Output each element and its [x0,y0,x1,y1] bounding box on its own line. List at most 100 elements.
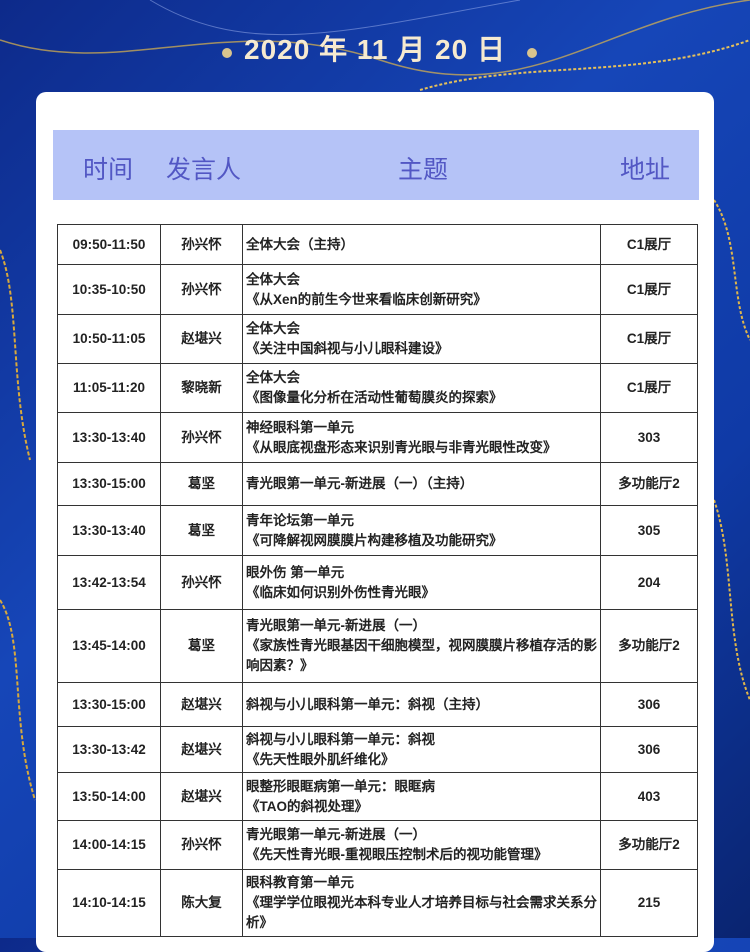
time-cell: 14:10-14:15 [57,869,161,937]
topic-line: 《理学学位眼视光本科专业人才培养目标与社会需求关系分析》 [246,895,597,930]
topic-line: 神经眼科第一单元 [246,419,354,435]
table-row: 13:30-13:40 葛坚 青年论坛第一单元《可降解视网膜膜片构建移植及功能研究》… [57,505,698,556]
topic-line: 斜视与小儿眼科第一单元：斜视 [246,731,435,747]
topic-line: 《关注中国斜视与小儿眼科建设》 [246,341,449,356]
time-cell: 10:35-10:50 [57,264,161,315]
header-time: 时间 [83,156,134,184]
table-row: 13:45-14:00 葛坚 青光眼第一单元-新进展（一） 《家族性青光眼基因干细胞模… [57,609,698,683]
speaker-cell: 赵堪兴 [160,772,243,821]
topic-line: 青光眼第一单元-新进展（一） [246,618,426,633]
time-cell: 13:50-14:00 [57,772,161,821]
topic-cell: 全体大会《从Xen的前生今世来看临床创新研究》 [242,264,601,315]
topic-line: 眼整形眼眶病第一单元：眼眶病 [246,778,435,794]
topic-line: 斜视与小儿眼科第一单元：斜视（主持） [246,696,489,712]
date-title: 2020 年 11 月 20 日 [244,34,506,65]
location-cell: 204 [600,555,698,610]
topic-cell: 全体大会（主持） [242,224,601,265]
time-cell: 09:50-11:50 [57,224,161,265]
topic-cell: 眼科教育第一单元《理学学位眼视光本科专业人才培养目标与社会需求关系分析》 [242,869,601,937]
time-cell: 13:30-13:40 [57,412,161,463]
table-row: 10:50-11:05 赵堪兴 全体大会 《关注中国斜视与小儿眼科建设》 C1展厅 [57,314,698,364]
speaker-cell: 葛坚 [160,505,243,556]
topic-cell: 青光眼第一单元-新进展（一） 《家族性青光眼基因干细胞模型，视网膜膜片移植存活的影… [242,609,601,683]
table-row: 09:50-11:50 孙兴怀 全体大会（主持） C1展厅 [57,224,698,265]
topic-line: 青光眼第一单元-新进展（一）（主持） [246,476,474,491]
topic-line: 《从眼底视盘形态来识别青光眼与非青光眼性改变》 [246,439,557,455]
time-cell: 13:45-14:00 [57,609,161,683]
speaker-cell: 陈大复 [160,869,243,937]
location-cell: 306 [600,726,698,773]
header-topic: 主题 [398,156,449,184]
time-cell: 14:00-14:15 [57,820,161,870]
topic-line: 《TAO的斜视处理》 [246,798,368,814]
location-cell: C1展厅 [600,363,698,413]
topic-cell: 青光眼第一单元-新进展（一）（主持） [242,462,601,506]
location-cell: 403 [600,772,698,821]
table-row: 11:05-11:20 黎晓新 全体大会 《图像量化分析在活动性葡萄膜炎的探索》 C1展… [57,363,698,413]
schedule-card: 时间 发言人 主题 地址 09:50-11:50 孙兴怀 全体大会（主持） C1展厅 1… [36,92,714,952]
topic-cell: 斜视与小儿眼科第一单元：斜视 《先天性眼外肌纤维化》 [242,726,601,773]
table-row: 13:30-15:00 葛坚 青光眼第一单元-新进展（一）（主持） 多功能厅2 [57,462,698,506]
location-cell: C1展厅 [600,224,698,265]
table-row: 10:35-10:50 孙兴怀 全体大会 《从Xen的前生今世来看临床创新研究》 C1展… [57,264,698,315]
speaker-cell: 孙兴怀 [160,264,243,315]
header-speaker: 发言人 [166,156,242,184]
table-row: 13:30-13:42 赵堪兴 斜视与小儿眼科第一单元：斜视 《先天性眼外肌纤维化》 3… [57,726,698,773]
topic-line: 青年论坛第一单元 [246,512,354,528]
speaker-cell: 葛坚 [160,609,243,683]
location-cell: 215 [600,869,698,937]
speaker-cell: 孙兴怀 [160,555,243,610]
speaker-cell: 孙兴怀 [160,820,243,870]
table-row: 13:42-13:54 孙兴怀 眼外伤 第一单元 《临床如何识别外伤性青光眼》 204 [57,555,698,610]
time-cell: 13:30-15:00 [57,462,161,506]
topic-cell: 全体大会《关注中国斜视与小儿眼科建设》 [242,314,601,364]
dot [527,48,537,58]
topic-line: 全体大会 [246,271,300,287]
location-cell: 305 [600,505,698,556]
topic-cell: 斜视与小儿眼科第一单元：斜视（主持） [242,682,601,727]
topic-line: 青光眼第一单元-新进展（一） [246,827,426,842]
topic-line: 《临床如何识别外伤性青光眼》 [246,584,435,600]
column-header: 时间 发言人 主题 地址 [53,130,699,200]
topic-cell: 青光眼第一单元-新进展（一） 《先天性青光眼-重视眼压控制术后的视功能管理》 [242,820,601,870]
topic-line: 全体大会（主持） [246,236,354,252]
speaker-cell: 赵堪兴 [160,726,243,773]
topic-cell: 全体大会《图像量化分析在活动性葡萄膜炎的探索》 [242,363,601,413]
table-row: 13:30-13:40 孙兴怀 神经眼科第一单元 《从眼底视盘形态来识别青光眼与非青光… [57,412,698,463]
speaker-cell: 孙兴怀 [160,224,243,265]
topic-cell: 神经眼科第一单元《从眼底视盘形态来识别青光眼与非青光眼性改变》 [242,412,601,463]
topic-line: 全体大会 [246,321,300,336]
table-row: 13:50-14:00 赵堪兴 眼整形眼眶病第一单元：眼眶病 《TAO的斜视处理》 40… [57,772,698,821]
time-cell: 11:05-11:20 [57,363,161,413]
time-cell: 13:30-15:00 [57,682,161,727]
topic-line: 全体大会 [246,370,300,385]
topic-line: 眼科教育第一单元 [246,875,354,890]
topic-line: 《家族性青光眼基因干细胞模型，视网膜膜片移植存活的影响因素？》 [246,638,597,673]
header-location: 地址 [620,156,671,184]
topic-cell: 眼整形眼眶病第一单元：眼眶病 《TAO的斜视处理》 [242,772,601,821]
time-cell: 13:30-13:42 [57,726,161,773]
topic-line: 《从Xen的前生今世来看临床创新研究》 [246,291,487,307]
location-cell: 多功能厅2 [600,462,698,506]
table-row: 13:30-15:00 赵堪兴 斜视与小儿眼科第一单元：斜视（主持） 306 [57,682,698,727]
time-cell: 13:30-13:40 [57,505,161,556]
time-cell: 13:42-13:54 [57,555,161,610]
topic-line: 《先天性青光眼-重视眼压控制术后的视功能管理》 [246,847,548,862]
dot [222,48,232,58]
location-cell: 306 [600,682,698,727]
speaker-cell: 赵堪兴 [160,682,243,727]
topic-line: 《先天性眼外肌纤维化》 [246,751,395,767]
location-cell: 303 [600,412,698,463]
topic-cell: 青年论坛第一单元《可降解视网膜膜片构建移植及功能研究》 [242,505,601,556]
topic-line: 眼外伤 第一单元 [246,564,345,580]
location-cell: 多功能厅2 [600,609,698,683]
location-cell: C1展厅 [600,264,698,315]
location-cell: 多功能厅2 [600,820,698,870]
schedule-table: 09:50-11:50 孙兴怀 全体大会（主持） C1展厅 10:35-10:50 孙兴怀… [57,224,698,937]
table-row: 14:00-14:15 孙兴怀 青光眼第一单元-新进展（一） 《先天性青光眼-重视眼压… [57,820,698,870]
topic-cell: 眼外伤 第一单元《临床如何识别外伤性青光眼》 [242,555,601,610]
topic-line: 《图像量化分析在活动性葡萄膜炎的探索》 [246,390,503,405]
topic-line: 《可降解视网膜膜片构建移植及功能研究》 [246,532,503,548]
